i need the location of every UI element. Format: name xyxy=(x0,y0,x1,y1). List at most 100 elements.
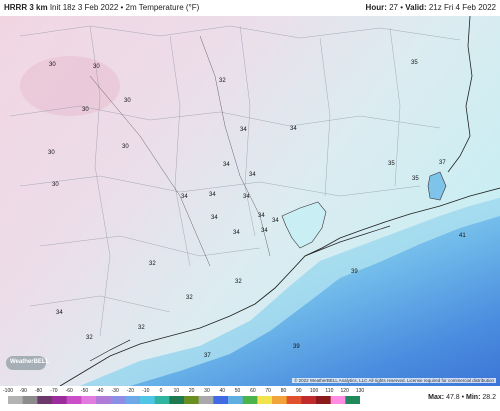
temp-label: 37 xyxy=(204,353,211,359)
max-value: 47.8 xyxy=(446,394,460,401)
colorbar-tick-label: 100 xyxy=(309,388,319,394)
min-label: Min: xyxy=(466,394,481,401)
temp-label: 32 xyxy=(138,325,145,331)
map-header: HRRR 3 km Init 18z 3 Feb 2022 • 2m Tempe… xyxy=(0,0,500,16)
temp-label: 30 xyxy=(124,98,131,104)
temperature-labels: 30 30 30 30 30 30 30 32 34 34 34 34 34 3… xyxy=(48,60,466,359)
temp-label: 30 xyxy=(49,62,56,68)
barrier-island-west xyxy=(89,339,131,362)
temp-label: 39 xyxy=(293,344,300,350)
colorbar-segment xyxy=(213,396,229,404)
rivers xyxy=(89,35,271,267)
colorbar-tick-label: 50 xyxy=(234,388,241,394)
valid-value: 21z Fri 4 Feb 2022 xyxy=(428,3,496,12)
colorbar-segment xyxy=(169,396,185,404)
colorbar-segment xyxy=(52,396,68,404)
colorbar-tick-label: 130 xyxy=(355,388,365,394)
colorbar-segment xyxy=(8,396,24,404)
min-value: 28.2 xyxy=(482,394,496,401)
colorbar-segment xyxy=(330,396,346,404)
colorbar-tick-label: 110 xyxy=(325,388,334,394)
temp-label: 30 xyxy=(52,182,59,188)
colorbar-segment xyxy=(37,396,53,404)
coastline xyxy=(59,187,500,386)
colorbar-tick-label: -60 xyxy=(65,388,73,394)
galveston-bay xyxy=(281,201,327,249)
temp-label: 32 xyxy=(86,335,93,341)
colorbar-segment xyxy=(286,396,302,404)
max-min-readout: Max: 47.8 • Min: 28.2 xyxy=(428,394,496,401)
colorbar-segment xyxy=(66,396,82,404)
temp-label: 34 xyxy=(258,213,265,219)
weatherbell-logo xyxy=(6,356,46,370)
header-valid-time: Hour: 27 • Valid: 21z Fri 4 Feb 2022 xyxy=(365,3,496,12)
colorbar-segment xyxy=(184,396,200,404)
colorbar-tick-label: 10 xyxy=(173,388,180,394)
colorbar-segment xyxy=(154,396,170,404)
temp-label: 34 xyxy=(223,162,230,168)
colorbar-tick-label: 120 xyxy=(340,388,349,394)
map-canvas: 30 30 30 30 30 30 30 32 34 34 34 34 34 3… xyxy=(0,16,500,386)
colorbar-tick-label: -100 xyxy=(2,388,14,394)
colorbar-segment xyxy=(257,396,273,404)
colorbar-segment xyxy=(301,396,317,404)
hour-label: Hour: xyxy=(365,3,387,12)
temp-label: 34 xyxy=(181,194,188,200)
state-border xyxy=(447,16,473,173)
model-name: HRRR 3 km xyxy=(4,3,48,12)
sabine-lake xyxy=(427,171,447,201)
nearshore-band xyxy=(80,198,500,386)
temp-label: 32 xyxy=(235,279,242,285)
colorbar-segment xyxy=(81,396,97,404)
header-title: HRRR 3 km Init 18z 3 Feb 2022 • 2m Tempe… xyxy=(4,3,199,12)
cold-patch xyxy=(20,56,120,116)
max-label: Max: xyxy=(428,394,445,401)
colorbar-tick-label: -90 xyxy=(19,388,27,394)
temperature-map: 30 30 30 30 30 30 30 32 34 34 34 34 34 3… xyxy=(0,16,500,386)
county-lines xyxy=(9,25,461,337)
colorbar-tick-label: -20 xyxy=(126,388,135,394)
temp-label: 34 xyxy=(290,126,297,132)
colorbar-segment xyxy=(22,396,38,404)
colorbar-tick-label: -80 xyxy=(34,388,43,394)
colorbar-tick-label: -30 xyxy=(111,388,119,394)
colorbar-tick-label: 40 xyxy=(219,388,226,394)
colorbar-tick-label: 70 xyxy=(265,388,271,394)
temp-label: 34 xyxy=(249,172,256,178)
temp-label: 37 xyxy=(439,160,446,166)
logo-text: WeatherBELL xyxy=(10,359,50,365)
temp-label: 32 xyxy=(186,295,193,301)
colorbar-segment xyxy=(140,396,156,404)
temp-label: 35 xyxy=(411,60,418,66)
colorbar-segment xyxy=(96,396,112,404)
temp-label: 32 xyxy=(149,261,156,267)
colorbar-segment xyxy=(198,396,214,404)
temp-label: 30 xyxy=(93,64,100,70)
temp-label: 30 xyxy=(82,107,89,113)
init-and-field: Init 18z 3 Feb 2022 • 2m Temperature (°F… xyxy=(49,3,200,12)
temp-label: 34 xyxy=(261,228,268,234)
colorbar xyxy=(8,396,360,404)
temp-label: 41 xyxy=(459,233,466,239)
colorbar-segment xyxy=(345,396,360,404)
colorbar-segment xyxy=(316,396,332,404)
temp-label: 32 xyxy=(219,78,226,84)
colorbar-tick-label: 60 xyxy=(250,388,256,394)
temp-label: 35 xyxy=(412,176,419,182)
temp-label: 34 xyxy=(240,127,247,133)
colorbar-tick-label: -40 xyxy=(96,388,104,394)
temp-label: 34 xyxy=(56,310,63,316)
colorbar-tick-label: 30 xyxy=(204,388,210,394)
colorbar-ticks: -100 -90 -80 -70 -60 -50 -40 -30 -20 -10 0 10 20 30 40… xyxy=(3,388,368,396)
temp-label: 34 xyxy=(211,215,218,221)
barrier-island xyxy=(304,225,391,257)
color-scale: -100 -90 -80 -70 -60 -50 -40 -30 -20 -10 0 10 20 30 40… xyxy=(0,388,500,411)
temp-label: 35 xyxy=(388,161,395,167)
valid-label: Valid: xyxy=(405,3,427,12)
colorbar-segment xyxy=(228,396,244,404)
colorbar-tick-label: 90 xyxy=(296,388,302,394)
temp-label: 30 xyxy=(122,144,129,150)
colorbar-tick-label: -50 xyxy=(80,388,89,394)
copyright-notice: © 2022 WeatherBELL Analytics, LLC All ri… xyxy=(292,378,496,383)
hour-value: 27 xyxy=(389,3,399,12)
